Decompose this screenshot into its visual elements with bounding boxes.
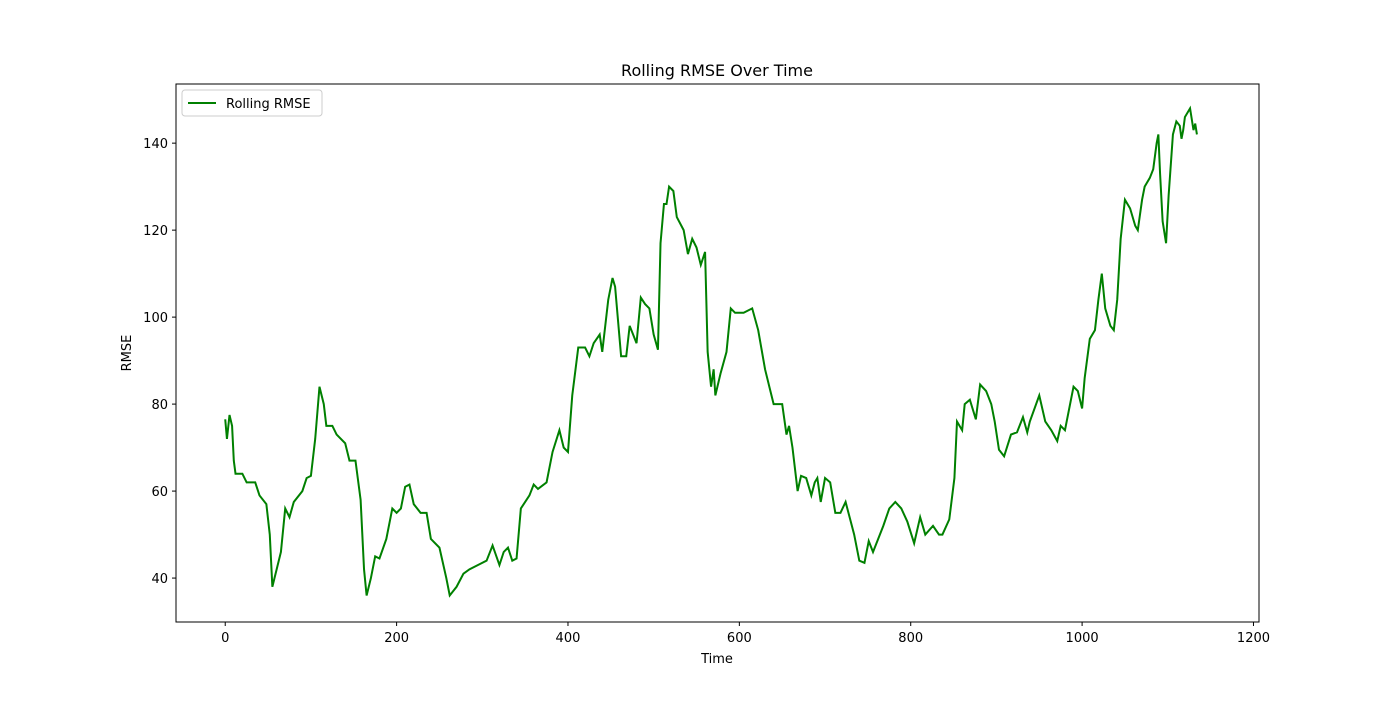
x-tick-label: 200	[384, 631, 409, 646]
y-tick-label: 80	[151, 398, 168, 413]
y-tick-label: 120	[143, 224, 168, 239]
y-tick-label: 140	[143, 137, 168, 152]
x-tick-label: 0	[221, 631, 229, 646]
x-tick-label: 1000	[1066, 631, 1099, 646]
x-tick-label: 400	[556, 631, 581, 646]
y-tick-label: 60	[151, 485, 168, 500]
x-tick-label: 800	[898, 631, 923, 646]
legend-label: Rolling RMSE	[226, 97, 311, 112]
y-tick-label: 40	[151, 572, 168, 587]
y-axis-label: RMSE	[120, 335, 135, 372]
chart-title: Rolling RMSE Over Time	[621, 61, 813, 80]
y-tick-label: 100	[143, 311, 168, 326]
x-tick-label: 600	[727, 631, 752, 646]
data-line	[224, 105, 1198, 598]
x-axis-label: Time	[700, 652, 733, 667]
plot-frame	[175, 83, 1260, 623]
x-tick-label: 1200	[1237, 631, 1270, 646]
legend-box	[181, 89, 323, 117]
